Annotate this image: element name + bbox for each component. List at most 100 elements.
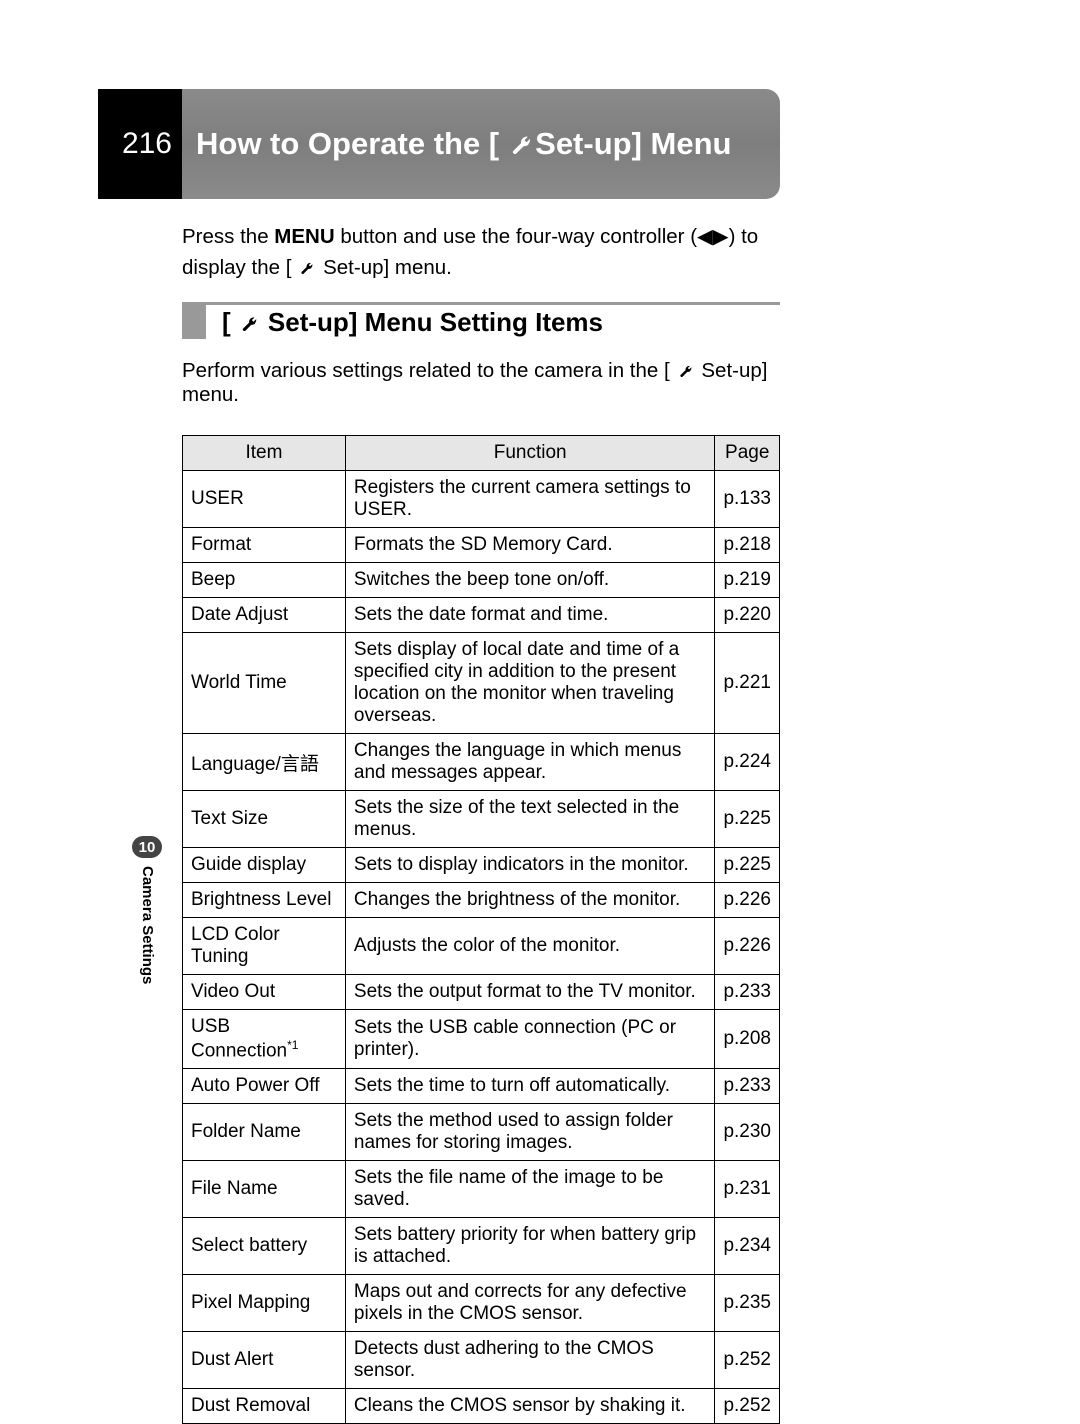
menu-label: MENU	[274, 225, 334, 248]
chapter-badge: 10	[132, 836, 162, 858]
wrench-icon	[235, 307, 257, 338]
cell-function: Sets the size of the text selected in th…	[345, 791, 715, 848]
table-row: Text SizeSets the size of the text selec…	[183, 791, 780, 848]
title-prefix: How to Operate the [	[196, 126, 499, 162]
table-row: Auto Power OffSets the time to turn off …	[183, 1069, 780, 1104]
table-row: Guide displaySets to display indicators …	[183, 848, 780, 883]
wrench-icon	[503, 126, 531, 162]
cell-item: Select battery	[183, 1218, 346, 1275]
cell-function: Sets the time to turn off automatically.	[345, 1069, 715, 1104]
cell-page: p.133	[715, 471, 780, 528]
cell-page: p.252	[715, 1332, 780, 1389]
cell-page: p.226	[715, 918, 780, 975]
cell-item: Format	[183, 528, 346, 563]
cell-item: World Time	[183, 633, 346, 734]
cell-page: p.252	[715, 1389, 780, 1424]
cell-function: Changes the brightness of the monitor.	[345, 883, 715, 918]
cell-item: Language/言語	[183, 734, 346, 791]
cell-item: Folder Name	[183, 1104, 346, 1161]
cell-page: p.221	[715, 633, 780, 734]
intro-part2: button and use the four-way controller (	[335, 225, 697, 248]
page-title-bar: How to Operate the [ Set-up] Menu	[182, 89, 780, 199]
cell-page: p.226	[715, 883, 780, 918]
cell-function: Sets the method used to assign folder na…	[345, 1104, 715, 1161]
wrench-icon	[295, 253, 313, 284]
chapter-label: Camera Settings	[139, 866, 156, 984]
table-row: USB Connection*1Sets the USB cable conne…	[183, 1010, 780, 1069]
table-row: FormatFormats the SD Memory Card.p.218	[183, 528, 780, 563]
table-row: Folder NameSets the method used to assig…	[183, 1104, 780, 1161]
cell-item: Pixel Mapping	[183, 1275, 346, 1332]
settings-table: Item Function Page USERRegisters the cur…	[182, 435, 780, 1424]
section: [ Set-up] Menu Setting Items Perform var…	[182, 302, 780, 1424]
cell-function: Sets display of local date and time of a…	[345, 633, 715, 734]
cell-function: Sets battery priority for when battery g…	[345, 1218, 715, 1275]
cell-item: USB Connection*1	[183, 1010, 346, 1069]
section-title-prefix: [	[222, 307, 231, 337]
cell-page: p.234	[715, 1218, 780, 1275]
cell-page: p.219	[715, 563, 780, 598]
cell-page: p.225	[715, 791, 780, 848]
table-row: File NameSets the file name of the image…	[183, 1161, 780, 1218]
cell-item: File Name	[183, 1161, 346, 1218]
table-row: Brightness LevelChanges the brightness o…	[183, 883, 780, 918]
wrench-icon	[674, 359, 692, 383]
cell-page: p.233	[715, 1069, 780, 1104]
table-row: USERRegisters the current camera setting…	[183, 471, 780, 528]
cell-function: Sets to display indicators in the monito…	[345, 848, 715, 883]
table-row: Video OutSets the output format to the T…	[183, 975, 780, 1010]
table-row: Language/言語Changes the language in which…	[183, 734, 780, 791]
table-row: World TimeSets display of local date and…	[183, 633, 780, 734]
side-tab: 10 Camera Settings	[132, 836, 173, 984]
cell-item: Dust Removal	[183, 1389, 346, 1424]
cell-page: p.220	[715, 598, 780, 633]
footnote-mark: *1	[287, 1038, 298, 1052]
table-row: Date AdjustSets the date format and time…	[183, 598, 780, 633]
cell-function: Cleans the CMOS sensor by shaking it.	[345, 1389, 715, 1424]
intro-part4: Set-up] menu.	[317, 256, 451, 279]
cell-item: USER	[183, 471, 346, 528]
section-title-suffix: Set-up] Menu Setting Items	[261, 307, 603, 337]
col-header-function: Function	[345, 436, 715, 471]
cell-item: Brightness Level	[183, 883, 346, 918]
intro-part1: Press the	[182, 225, 274, 248]
cell-function: Registers the current camera settings to…	[345, 471, 715, 528]
cell-function: Adjusts the color of the monitor.	[345, 918, 715, 975]
table-row: Select batterySets battery priority for …	[183, 1218, 780, 1275]
section-desc-prefix: Perform various settings related to the …	[182, 359, 670, 382]
cell-function: Sets the output format to the TV monitor…	[345, 975, 715, 1010]
page-number: 216	[98, 89, 182, 199]
table-header-row: Item Function Page	[183, 436, 780, 471]
table-row: LCD Color TuningAdjusts the color of the…	[183, 918, 780, 975]
cell-function: Switches the beep tone on/off.	[345, 563, 715, 598]
cell-page: p.225	[715, 848, 780, 883]
cell-function: Formats the SD Memory Card.	[345, 528, 715, 563]
cell-page: p.235	[715, 1275, 780, 1332]
table-row: Pixel MappingMaps out and corrects for a…	[183, 1275, 780, 1332]
cell-item: Guide display	[183, 848, 346, 883]
table-row: Dust RemovalCleans the CMOS sensor by sh…	[183, 1389, 780, 1424]
cell-item: Beep	[183, 563, 346, 598]
cell-item: Date Adjust	[183, 598, 346, 633]
cell-page: p.208	[715, 1010, 780, 1069]
cell-item: Dust Alert	[183, 1332, 346, 1389]
table-row: Dust AlertDetects dust adhering to the C…	[183, 1332, 780, 1389]
cell-function: Detects dust adhering to the CMOS sensor…	[345, 1332, 715, 1389]
cell-function: Sets the date format and time.	[345, 598, 715, 633]
table-row: BeepSwitches the beep tone on/off.p.219	[183, 563, 780, 598]
cell-page: p.233	[715, 975, 780, 1010]
cell-item: Video Out	[183, 975, 346, 1010]
title-suffix: Set-up] Menu	[535, 126, 731, 162]
cell-page: p.224	[715, 734, 780, 791]
cell-function: Sets the file name of the image to be sa…	[345, 1161, 715, 1218]
cell-page: p.218	[715, 528, 780, 563]
intro-text: Press the MENU button and use the four-w…	[182, 222, 780, 284]
cell-item: Auto Power Off	[183, 1069, 346, 1104]
cell-function: Changes the language in which menus and …	[345, 734, 715, 791]
section-bar	[182, 305, 206, 339]
cell-function: Sets the USB cable connection (PC or pri…	[345, 1010, 715, 1069]
cell-item: LCD Color Tuning	[183, 918, 346, 975]
section-desc: Perform various settings related to the …	[182, 359, 780, 407]
section-header: [ Set-up] Menu Setting Items	[182, 302, 780, 339]
col-header-page: Page	[715, 436, 780, 471]
